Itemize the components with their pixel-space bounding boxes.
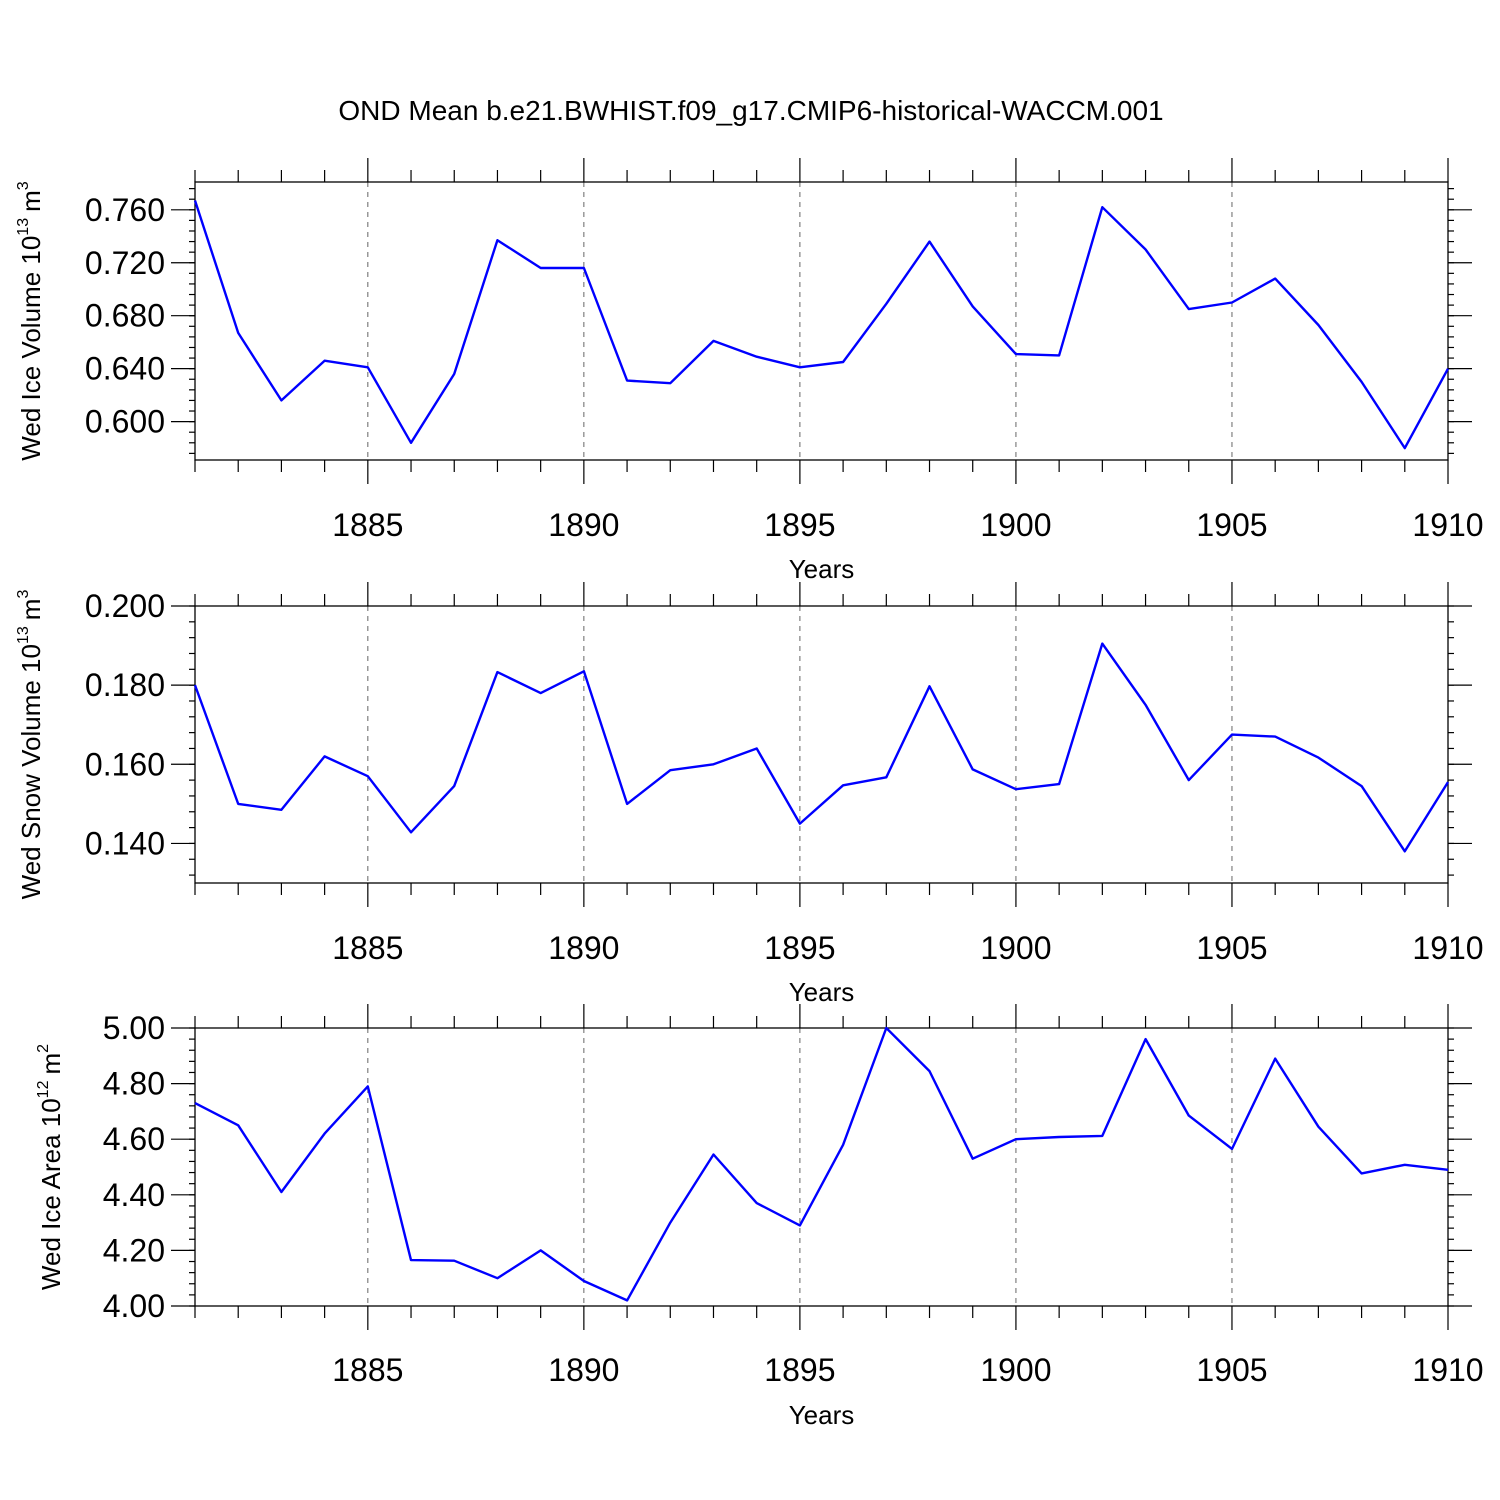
x-tick-label: 1885 [332, 930, 403, 966]
y-tick-label: 0.180 [85, 667, 165, 703]
y-axis-label-text: Wed Ice Volume 10 [16, 236, 46, 461]
x-tick-label: 1895 [764, 930, 835, 966]
x-tick-label: 1905 [1196, 930, 1267, 966]
x-tick-label: 1900 [980, 507, 1051, 543]
y-tick-label: 4.60 [103, 1121, 165, 1157]
chart-panel-1: 0.600 0.640 0.680 0.720 0.760 1885 1890 1895 190… [15, 158, 1484, 584]
x-tick-label: 1900 [980, 1352, 1051, 1388]
x-tick-label: 1910 [1412, 507, 1483, 543]
x-tick-label: 1905 [1196, 507, 1267, 543]
y-tick-label: 0.200 [85, 588, 165, 624]
y-tick-label: 0.640 [85, 351, 165, 387]
x-tick-label: 1885 [332, 507, 403, 543]
y-axis-label-unit-exponent: 3 [15, 181, 32, 190]
plot-frame [194, 1027, 1449, 1307]
plot-frame [194, 605, 1449, 884]
y-axis-label-exponent: 13 [15, 218, 32, 236]
series-line [193, 642, 1450, 853]
y-tick-label: 4.80 [103, 1066, 165, 1102]
y-tick-label: 4.20 [103, 1232, 165, 1268]
plot-frame [194, 181, 1449, 461]
chart-panel-3: 4.00 4.20 4.40 4.60 4.80 5.00 1885 1890 1895 1900… [35, 1004, 1484, 1430]
y-axis-label: Wed Ice Area 1012 m2 [35, 1044, 66, 1290]
y-tick-label: 0.140 [85, 825, 165, 861]
x-tick-label: 1890 [548, 507, 619, 543]
y-tick-label: 0.760 [85, 192, 165, 228]
x-tick-label: 1910 [1412, 1352, 1483, 1388]
x-tick-label: 1885 [332, 1352, 403, 1388]
x-tick-label: 1900 [980, 930, 1051, 966]
x-tick-label: 1890 [548, 930, 619, 966]
y-tick-label: 5.00 [103, 1010, 165, 1046]
y-tick-label: 0.600 [85, 404, 165, 440]
y-axis-label-exponent: 13 [15, 626, 32, 644]
y-axis-label-unit-exponent: 2 [35, 1044, 52, 1053]
panels-container: 0.600 0.640 0.680 0.720 0.760 1885 1890 1895 190… [15, 158, 1484, 1430]
x-tick-label: 1895 [764, 1352, 835, 1388]
y-tick-label: 0.720 [85, 245, 165, 281]
x-axis-label: Years [789, 554, 855, 584]
y-tick-label: 0.160 [85, 746, 165, 782]
series-line [194, 1026, 1449, 1302]
figure-title: OND Mean b.e21.BWHIST.f09_g17.CMIP6-hist… [338, 95, 1163, 126]
y-tick-label: 0.680 [85, 298, 165, 334]
x-tick-label: 1905 [1196, 1352, 1267, 1388]
x-axis-label: Years [789, 1400, 855, 1430]
y-axis-label-text: Wed Snow Volume 10 [16, 644, 46, 899]
y-tick-label: 4.40 [103, 1177, 165, 1213]
y-axis-label-unit: m [16, 190, 46, 212]
y-axis-label-exponent: 12 [35, 1080, 52, 1098]
x-tick-label: 1890 [548, 1352, 619, 1388]
x-tick-label: 1910 [1412, 930, 1483, 966]
chart-panel-2: 0.140 0.160 0.180 0.200 1885 1890 1895 1900 1905… [15, 582, 1484, 1007]
y-axis-label-unit: m [36, 1053, 66, 1075]
y-axis-label-unit-exponent: 3 [15, 590, 32, 599]
x-axis-label: Years [789, 977, 855, 1007]
y-axis-label: Wed Ice Volume 1013 m3 [15, 181, 46, 460]
y-axis-label-text: Wed Ice Area 10 [36, 1098, 66, 1290]
x-tick-label: 1895 [764, 507, 835, 543]
series-line [193, 200, 1450, 450]
y-axis-label: Wed Snow Volume 1013 m3 [15, 590, 46, 900]
y-axis-label-unit: m [16, 599, 46, 621]
y-tick-label: 4.00 [103, 1288, 165, 1324]
